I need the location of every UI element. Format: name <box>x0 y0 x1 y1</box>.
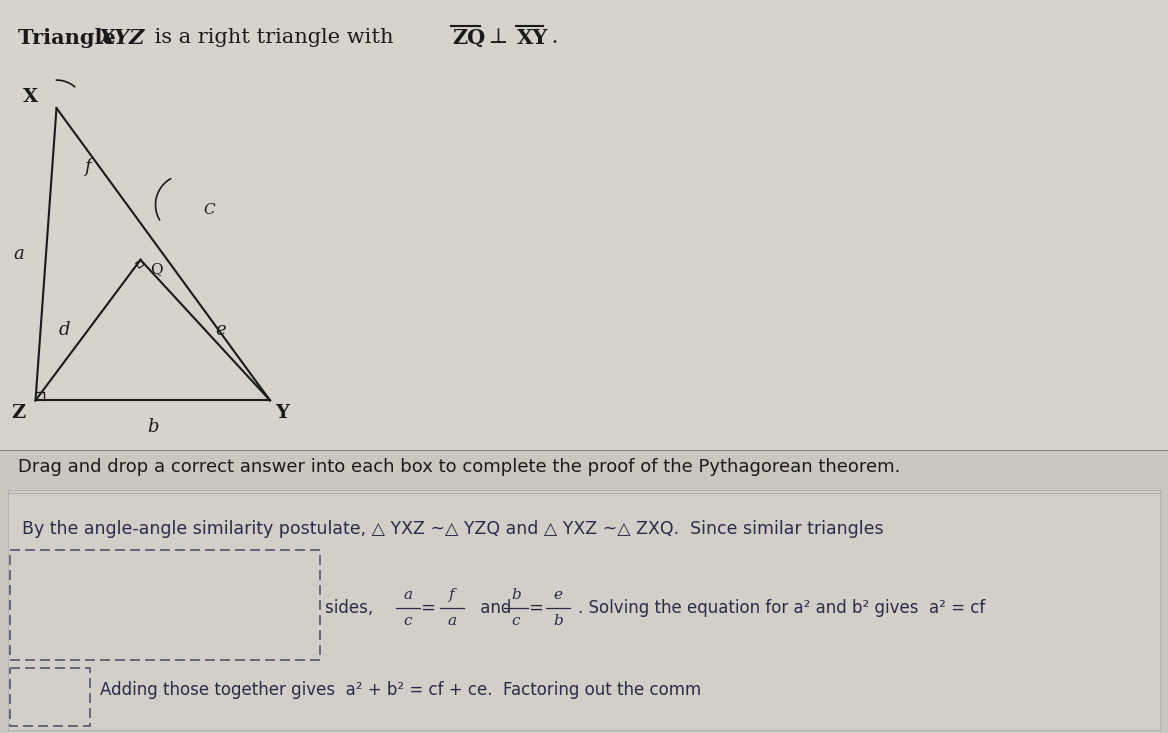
Text: b: b <box>147 419 159 436</box>
Text: c: c <box>512 614 520 628</box>
Text: . Solving the equation for a² and b² gives  a² = cf: . Solving the equation for a² and b² giv… <box>578 599 986 617</box>
Text: Z: Z <box>12 405 26 422</box>
Text: sides,: sides, <box>325 599 378 617</box>
Text: Y: Y <box>274 405 288 422</box>
Text: b: b <box>554 614 563 628</box>
Text: f: f <box>84 158 90 176</box>
Text: .: . <box>545 28 558 47</box>
FancyBboxPatch shape <box>0 450 1168 733</box>
Text: c: c <box>404 614 412 628</box>
Text: =: = <box>420 599 436 617</box>
Text: e: e <box>554 588 563 602</box>
Text: XY: XY <box>517 28 548 48</box>
Text: Drag and drop a correct answer into each box to complete the proof of the Pythag: Drag and drop a correct answer into each… <box>18 458 901 476</box>
Text: C: C <box>203 203 215 217</box>
Text: f: f <box>450 588 454 602</box>
Text: and: and <box>475 599 516 617</box>
Text: Adding those together gives  a² + b² = cf + ce.  Factoring out the comm: Adding those together gives a² + b² = cf… <box>100 681 701 699</box>
Text: By the angle-angle similarity postulate, △ YXZ ~△ YZQ and △ YXZ ~△ ZXQ.  Since s: By the angle-angle similarity postulate,… <box>22 520 884 538</box>
Text: e: e <box>215 321 225 339</box>
Text: b: b <box>512 588 521 602</box>
Text: =: = <box>528 599 543 617</box>
Text: X: X <box>23 88 39 106</box>
Text: ⊥: ⊥ <box>482 28 515 47</box>
Text: d: d <box>58 321 70 339</box>
Text: a: a <box>13 246 25 263</box>
Text: is a right triangle with: is a right triangle with <box>148 28 401 47</box>
Text: a: a <box>403 588 412 602</box>
FancyBboxPatch shape <box>8 490 1160 730</box>
Text: Q: Q <box>151 262 164 276</box>
FancyBboxPatch shape <box>0 0 1168 450</box>
Text: ZQ: ZQ <box>452 28 485 48</box>
Text: XYZ: XYZ <box>98 28 145 48</box>
Text: a: a <box>447 614 457 628</box>
Text: Triangle: Triangle <box>18 28 123 48</box>
